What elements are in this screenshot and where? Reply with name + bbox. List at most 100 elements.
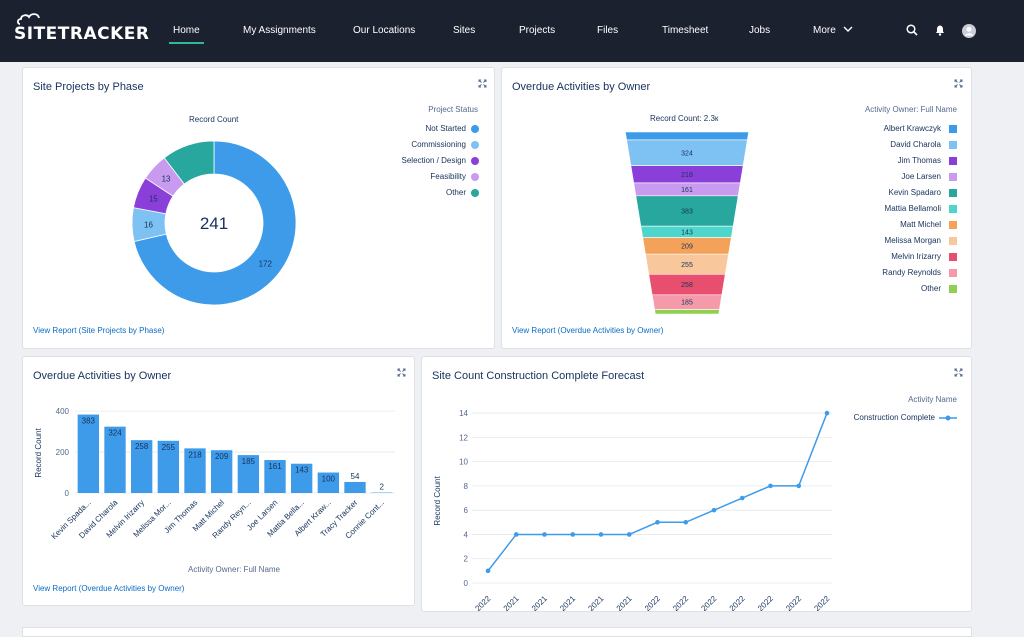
legend-item-swatch[interactable] <box>949 205 957 213</box>
y-tick-label: 8 <box>464 482 469 491</box>
legend-item-label: Kevin Spadaro <box>888 188 941 197</box>
nav-our-locations[interactable]: Our Locations <box>353 25 416 36</box>
nav-my-assignments[interactable]: My Assignments <box>243 25 316 36</box>
legend-item-dot[interactable] <box>471 157 479 165</box>
legend-item-label: Other <box>445 188 466 197</box>
bar-9[interactable] <box>317 472 339 493</box>
sitetracker-logo[interactable]: SITETRACKER <box>14 13 150 46</box>
bar-4[interactable] <box>184 448 206 493</box>
y-tick-label: 10 <box>459 458 468 467</box>
x-tick-label: 2022 <box>756 594 775 611</box>
data-point-7[interactable] <box>683 520 689 525</box>
legend-item-swatch[interactable] <box>949 189 957 197</box>
funnel-segment-label: 255 <box>681 262 693 269</box>
y-axis-label: Record Count <box>433 476 442 526</box>
legend-line-marker <box>939 415 957 421</box>
bottom-panel-edge <box>22 627 972 637</box>
data-point-0[interactable] <box>485 568 491 574</box>
data-point-1[interactable] <box>513 532 519 537</box>
data-point-6[interactable] <box>655 520 660 525</box>
view-report-link[interactable]: View Report (Overdue Activities by Owner… <box>512 326 664 335</box>
legend-item-swatch[interactable] <box>949 253 957 261</box>
legend-item-dot[interactable] <box>471 141 479 149</box>
bar-6[interactable] <box>237 455 259 493</box>
legend-item-swatch[interactable] <box>949 269 957 277</box>
legend-item-swatch[interactable] <box>949 221 957 229</box>
x-tick-label: 2021 <box>586 594 605 611</box>
bar-1[interactable] <box>104 426 126 493</box>
bar-7[interactable] <box>264 460 286 493</box>
bell-icon[interactable] <box>934 24 946 36</box>
x-tick-label: 2021 <box>530 594 549 611</box>
legend-item-swatch[interactable] <box>949 237 957 245</box>
card-overdue-activities-bar: Overdue Activities by Owner 0 200 400 Recor… <box>22 356 415 606</box>
legend-item-label: Melvin Irizarry <box>891 252 941 261</box>
nav-jobs[interactable]: Jobs <box>749 25 771 36</box>
data-point-12[interactable] <box>824 410 830 416</box>
data-point-2[interactable] <box>542 532 547 537</box>
data-point-5[interactable] <box>626 532 632 537</box>
bar-5[interactable] <box>211 450 233 493</box>
funnel-segment-label: 185 <box>681 300 693 307</box>
donut-slice-4[interactable] <box>163 140 215 185</box>
data-point-4[interactable] <box>598 532 604 537</box>
bar-0[interactable] <box>77 414 99 493</box>
funnel-segment-0[interactable] <box>624 131 750 141</box>
y-tick-label: 0 <box>464 579 469 588</box>
search-icon[interactable] <box>906 24 918 36</box>
legend-item-dot[interactable] <box>471 125 479 133</box>
nav-more[interactable]: More <box>813 25 853 36</box>
legend-item-swatch[interactable] <box>949 173 957 181</box>
bar-8[interactable] <box>291 463 313 493</box>
user-avatar-icon[interactable] <box>962 24 976 38</box>
data-point-8[interactable] <box>711 507 717 513</box>
expand-icon[interactable] <box>954 368 963 377</box>
legend-item-swatch[interactable] <box>949 125 957 133</box>
legend-item-dot[interactable] <box>471 189 479 197</box>
funnel-segment-10[interactable] <box>654 309 720 315</box>
legend-item-label: Commissioning <box>411 140 466 149</box>
funnel-segment-label: 258 <box>681 282 693 289</box>
legend-item-label: Mattia Bellamoli <box>884 204 941 213</box>
data-point-10[interactable] <box>768 483 773 489</box>
expand-icon[interactable] <box>397 368 406 377</box>
donut-slice-0[interactable] <box>133 140 297 306</box>
expand-icon[interactable] <box>478 79 487 88</box>
bar-value-label: 324 <box>108 429 122 438</box>
x-axis-label: Activity Owner: Full Name <box>188 565 281 574</box>
data-point-3[interactable] <box>570 532 576 537</box>
y-tick-label: 14 <box>459 409 468 418</box>
x-tick-label: 2021 <box>558 594 577 611</box>
view-report-link[interactable]: View Report (Overdue Activities by Owner… <box>33 584 185 593</box>
legend-item-label: Feasibility <box>430 172 466 181</box>
legend-item-dot[interactable] <box>471 173 479 181</box>
nav-projects[interactable]: Projects <box>519 25 556 36</box>
bar-10[interactable] <box>344 481 366 493</box>
legend-title: Project Status <box>428 105 478 114</box>
bar-3[interactable] <box>157 440 179 493</box>
view-report-link[interactable]: View Report (Site Projects by Phase) <box>33 326 165 335</box>
bar-value-label: 185 <box>242 457 256 466</box>
data-point-9[interactable] <box>739 495 745 501</box>
logo-text: SITETRACKER <box>14 24 150 44</box>
nav-home[interactable]: Home <box>169 25 204 44</box>
top-navigation-bar: SITETRACKER Home My Assignments Our Loca… <box>0 0 1024 62</box>
legend-item-label: Melissa Morgan <box>884 236 941 245</box>
y-tick-label: 4 <box>464 530 469 539</box>
expand-icon[interactable] <box>954 79 963 88</box>
x-tick-label: 2022 <box>784 594 803 611</box>
legend-item-swatch[interactable] <box>949 157 957 165</box>
x-tick-label: 2022 <box>643 594 662 611</box>
nav-timesheet[interactable]: Timesheet <box>662 25 709 36</box>
legend-item-swatch[interactable] <box>949 285 957 293</box>
nav-files[interactable]: Files <box>597 25 619 36</box>
data-point-11[interactable] <box>796 483 802 489</box>
cloud-logo-icon <box>16 13 40 25</box>
legend-item-label: Matt Michel <box>900 220 941 229</box>
x-tick-label: 2021 <box>502 594 521 611</box>
nav-sites[interactable]: Sites <box>453 25 476 36</box>
bar-2[interactable] <box>131 440 153 493</box>
legend-item-swatch[interactable] <box>949 141 957 149</box>
card-overdue-activities-funnel: Overdue Activities by Owner Record Count… <box>501 67 972 349</box>
